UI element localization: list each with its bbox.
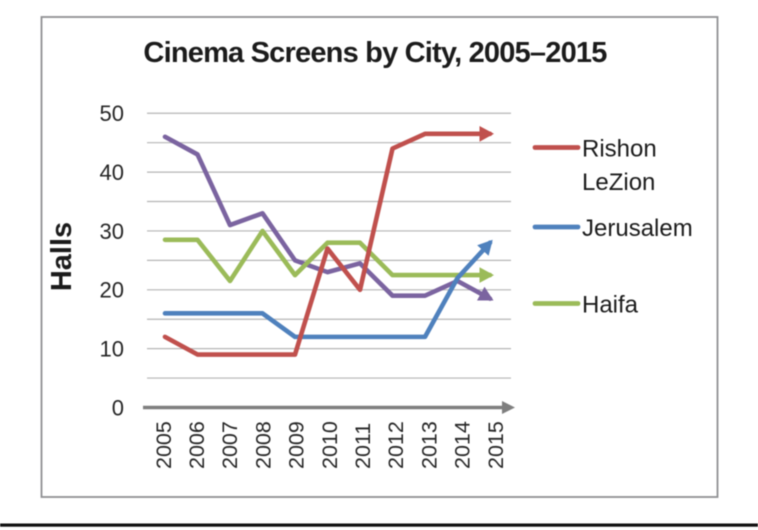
svg-text:Jerusalem: Jerusalem	[582, 215, 693, 242]
svg-text:2014: 2014	[451, 421, 475, 469]
svg-text:20: 20	[100, 278, 124, 303]
svg-text:2010: 2010	[318, 421, 342, 469]
svg-text:2008: 2008	[251, 421, 275, 469]
svg-text:Halls: Halls	[46, 222, 78, 291]
svg-text:2007: 2007	[218, 421, 242, 469]
svg-text:Haifa: Haifa	[582, 292, 639, 319]
svg-text:2011: 2011	[351, 423, 375, 469]
svg-text:Cinema Screens by City, 2005–2: Cinema Screens by City, 2005–2015	[143, 37, 607, 69]
svg-text:LeZion: LeZion	[582, 169, 655, 196]
svg-text:2009: 2009	[285, 421, 309, 469]
svg-text:50: 50	[100, 101, 124, 126]
svg-text:2012: 2012	[384, 421, 408, 469]
svg-text:30: 30	[100, 219, 124, 244]
svg-text:2013: 2013	[417, 421, 441, 469]
svg-text:Rishon: Rishon	[582, 136, 657, 163]
svg-text:2015: 2015	[484, 421, 508, 469]
svg-text:40: 40	[100, 160, 124, 185]
svg-text:2006: 2006	[185, 421, 209, 469]
svg-text:10: 10	[100, 337, 124, 362]
svg-text:2005: 2005	[152, 421, 176, 469]
svg-text:0: 0	[112, 395, 124, 420]
